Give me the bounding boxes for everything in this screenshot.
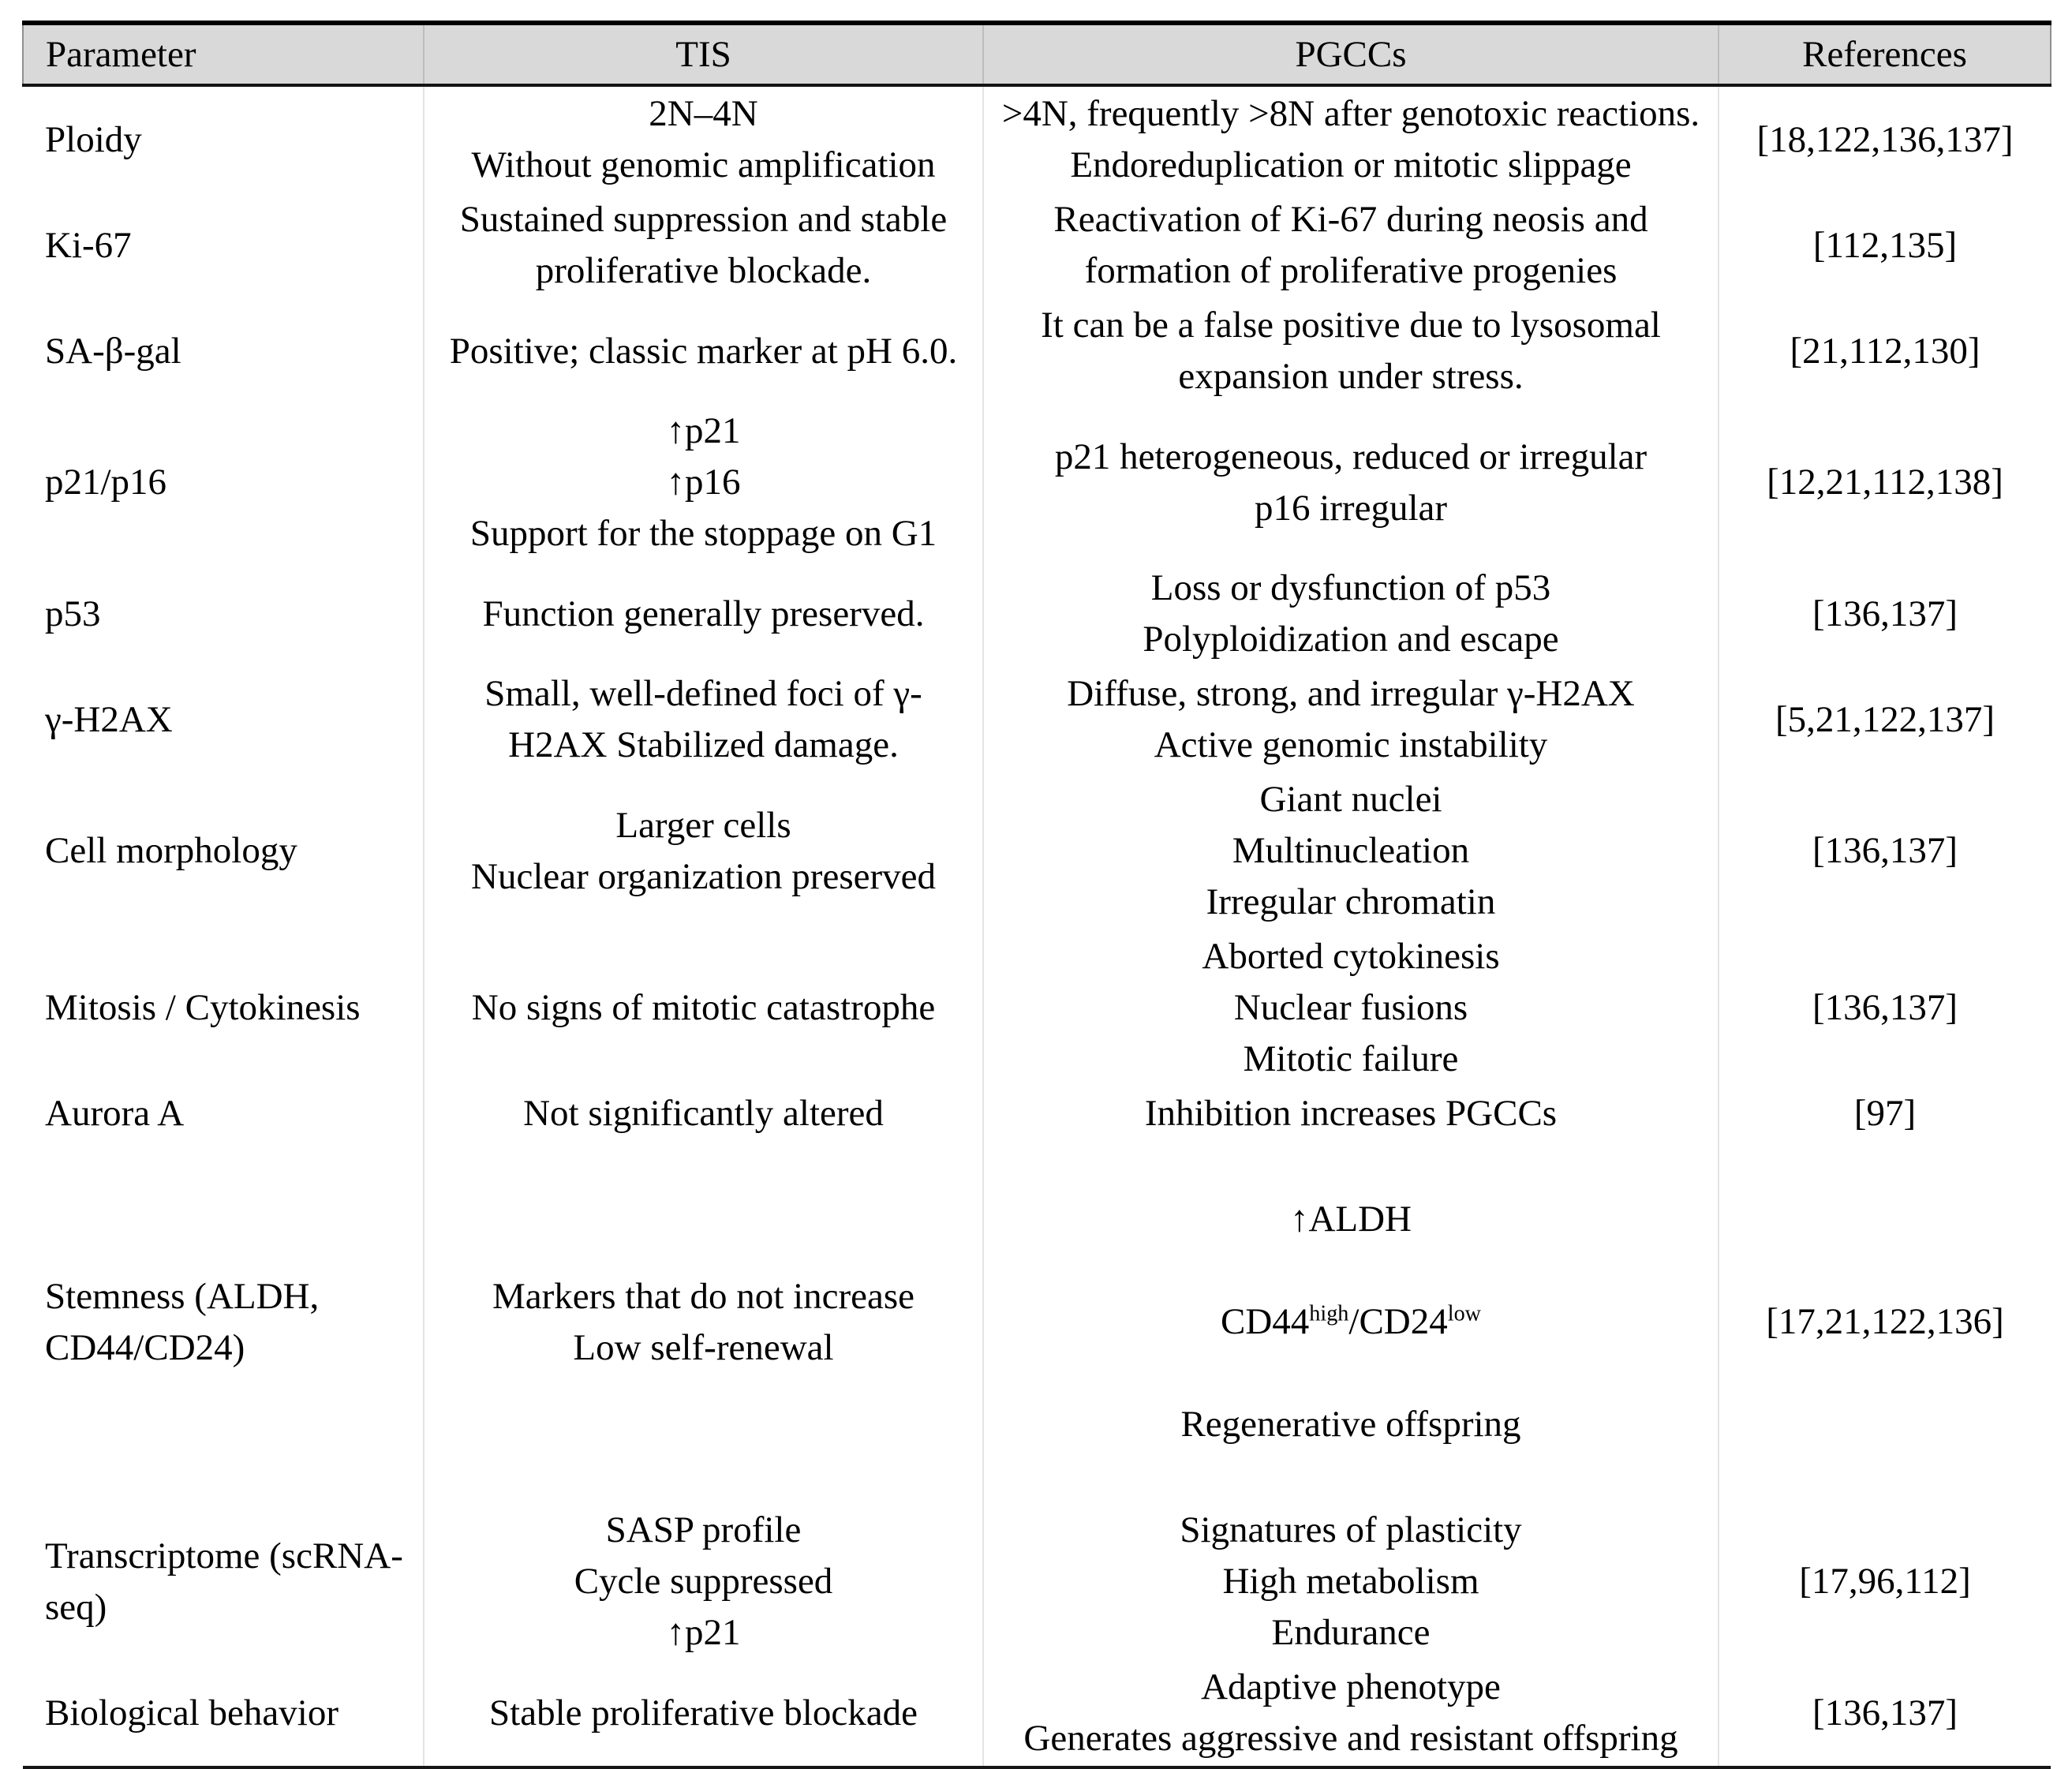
pgccs-cell: Signatures of plasticity High metabolism… bbox=[982, 1503, 1719, 1660]
tis-cell: Larger cells Nuclear organization preser… bbox=[423, 772, 983, 929]
column-header-references: References bbox=[1718, 23, 2051, 87]
pgccs-cell: Inhibition increases PGCCs bbox=[982, 1086, 1719, 1141]
column-header-parameter: Parameter bbox=[22, 23, 424, 87]
table-header: Parameter TIS PGCCs References bbox=[22, 23, 2051, 87]
cd-separator: / bbox=[1348, 1301, 1360, 1342]
table-row-aurora-a: Aurora A Not significantly altered Inhib… bbox=[23, 1086, 2051, 1141]
references-cell: [17,21,122,136] bbox=[1718, 1141, 2051, 1503]
parameter-cell: p21/p16 bbox=[45, 462, 167, 503]
parameter-cell: p53 bbox=[45, 593, 101, 634]
table-row-sa-b-gal: SA-β-gal Positive; classic marker at pH … bbox=[23, 298, 2051, 404]
tis-cell: Function generally preserved. bbox=[423, 561, 983, 667]
parameter-cell: Cell morphology bbox=[45, 830, 297, 871]
references-cell: [136,137] bbox=[1718, 772, 2051, 929]
table-row-transcriptome: Transcriptome (scRNA-seq) SASP profile C… bbox=[23, 1503, 2051, 1660]
references-cell: [112,135] bbox=[1718, 193, 2051, 298]
parameter-cell: γ-H2AX bbox=[45, 698, 173, 740]
tis-cell: Small, well-defined foci of γ-H2AX Stabi… bbox=[423, 667, 983, 772]
parameter-cell: Stemness (ALDH, CD44/CD24) bbox=[45, 1275, 320, 1368]
tis-cell: ↑p21 ↑p16 Support for the stoppage on G1 bbox=[423, 404, 983, 561]
tis-cell: Markers that do not increase Low self-re… bbox=[423, 1141, 983, 1503]
tis-cell: Not significantly altered bbox=[423, 1086, 983, 1141]
table-row-biological-behavior: Biological behavior Stable proliferative… bbox=[23, 1660, 2051, 1767]
pgccs-cell: Adaptive phenotype Generates aggressive … bbox=[982, 1660, 1719, 1767]
tis-cell: Stable proliferative blockade bbox=[423, 1660, 983, 1767]
table-row-p53: p53 Function generally preserved. Loss o… bbox=[23, 561, 2051, 667]
table-row-gamma-h2ax: γ-H2AX Small, well-defined foci of γ-H2A… bbox=[23, 667, 2051, 772]
references-cell: [17,96,112] bbox=[1718, 1503, 2051, 1660]
cd44-superscript: high bbox=[1309, 1301, 1349, 1326]
column-header-pgccs: PGCCs bbox=[982, 23, 1719, 87]
tis-cell: SASP profile Cycle suppressed ↑p21 bbox=[423, 1503, 983, 1660]
table-row-ki67: Ki-67 Sustained suppression and stable p… bbox=[23, 193, 2051, 298]
pgccs-cell: ↑ALDH CD44high/CD24low Regenerative offs… bbox=[982, 1141, 1719, 1503]
tis-cell: 2N–4N Without genomic amplification bbox=[423, 85, 983, 193]
column-header-tis: TIS bbox=[423, 23, 983, 87]
header-row: Parameter TIS PGCCs References bbox=[22, 23, 2051, 87]
pgccs-cell: Giant nuclei Multinucleation Irregular c… bbox=[982, 772, 1719, 929]
references-cell: [18,122,136,137] bbox=[1718, 85, 2051, 193]
references-cell: [97] bbox=[1718, 1086, 2051, 1141]
comparison-table-container: Parameter TIS PGCCs References Ploidy 2N… bbox=[22, 21, 2051, 1769]
references-cell: [21,112,130] bbox=[1718, 298, 2051, 404]
pgccs-line-cd-markers: CD44high/CD24low bbox=[997, 1296, 1705, 1348]
pgccs-cell: It can be a false positive due to lysoso… bbox=[982, 298, 1719, 404]
cd24-superscript: low bbox=[1447, 1301, 1482, 1326]
tis-cell: Positive; classic marker at pH 6.0. bbox=[423, 298, 983, 404]
references-cell: [136,137] bbox=[1718, 929, 2051, 1086]
parameter-cell: Mitosis / Cytokinesis bbox=[45, 987, 361, 1028]
pgccs-cell: p21 heterogeneous, reduced or irregular … bbox=[982, 404, 1719, 561]
parameter-cell: Ki-67 bbox=[45, 224, 132, 266]
table-row-stemness: Stemness (ALDH, CD44/CD24) Markers that … bbox=[23, 1141, 2051, 1503]
parameter-cell: Ploidy bbox=[45, 118, 142, 160]
parameter-cell: SA-β-gal bbox=[45, 330, 181, 372]
table-row-ploidy: Ploidy 2N–4N Without genomic amplificati… bbox=[23, 85, 2051, 193]
pgccs-cell: Loss or dysfunction of p53 Polyploidizat… bbox=[982, 561, 1719, 667]
references-cell: [136,137] bbox=[1718, 1660, 2051, 1767]
tis-cell: No signs of mitotic catastrophe bbox=[423, 929, 983, 1086]
table-body: Ploidy 2N–4N Without genomic amplificati… bbox=[23, 85, 2051, 1767]
pgccs-cell: >4N, frequently >8N after genotoxic reac… bbox=[982, 85, 1719, 193]
parameter-cell: Transcriptome (scRNA-seq) bbox=[45, 1535, 403, 1628]
cd44-label: CD44 bbox=[1220, 1301, 1310, 1342]
pgccs-cell: Diffuse, strong, and irregular γ-H2AX Ac… bbox=[982, 667, 1719, 772]
table-row-cell-morphology: Cell morphology Larger cells Nuclear org… bbox=[23, 772, 2051, 929]
references-cell: [5,21,122,137] bbox=[1718, 667, 2051, 772]
tis-vs-pgccs-comparison-table: Parameter TIS PGCCs References Ploidy 2N… bbox=[22, 21, 2051, 1769]
tis-cell: Sustained suppression and stable prolife… bbox=[423, 193, 983, 298]
parameter-cell: Biological behavior bbox=[45, 1692, 338, 1733]
cd24-label: CD24 bbox=[1359, 1301, 1448, 1342]
pgccs-cell: Aborted cytokinesis Nuclear fusions Mito… bbox=[982, 929, 1719, 1086]
table-row-p21-p16: p21/p16 ↑p21 ↑p16 Support for the stoppa… bbox=[23, 404, 2051, 561]
pgccs-line-aldh: ↑ALDH bbox=[1289, 1199, 1412, 1240]
pgccs-line-regenerative: Regenerative offspring bbox=[1180, 1404, 1521, 1445]
references-cell: [136,137] bbox=[1718, 561, 2051, 667]
pgccs-cell: Reactivation of Ki-67 during neosis and … bbox=[982, 193, 1719, 298]
references-cell: [12,21,112,138] bbox=[1718, 404, 2051, 561]
parameter-cell: Aurora A bbox=[45, 1093, 185, 1134]
table-row-mitosis-cytokinesis: Mitosis / Cytokinesis No signs of mitoti… bbox=[23, 929, 2051, 1086]
